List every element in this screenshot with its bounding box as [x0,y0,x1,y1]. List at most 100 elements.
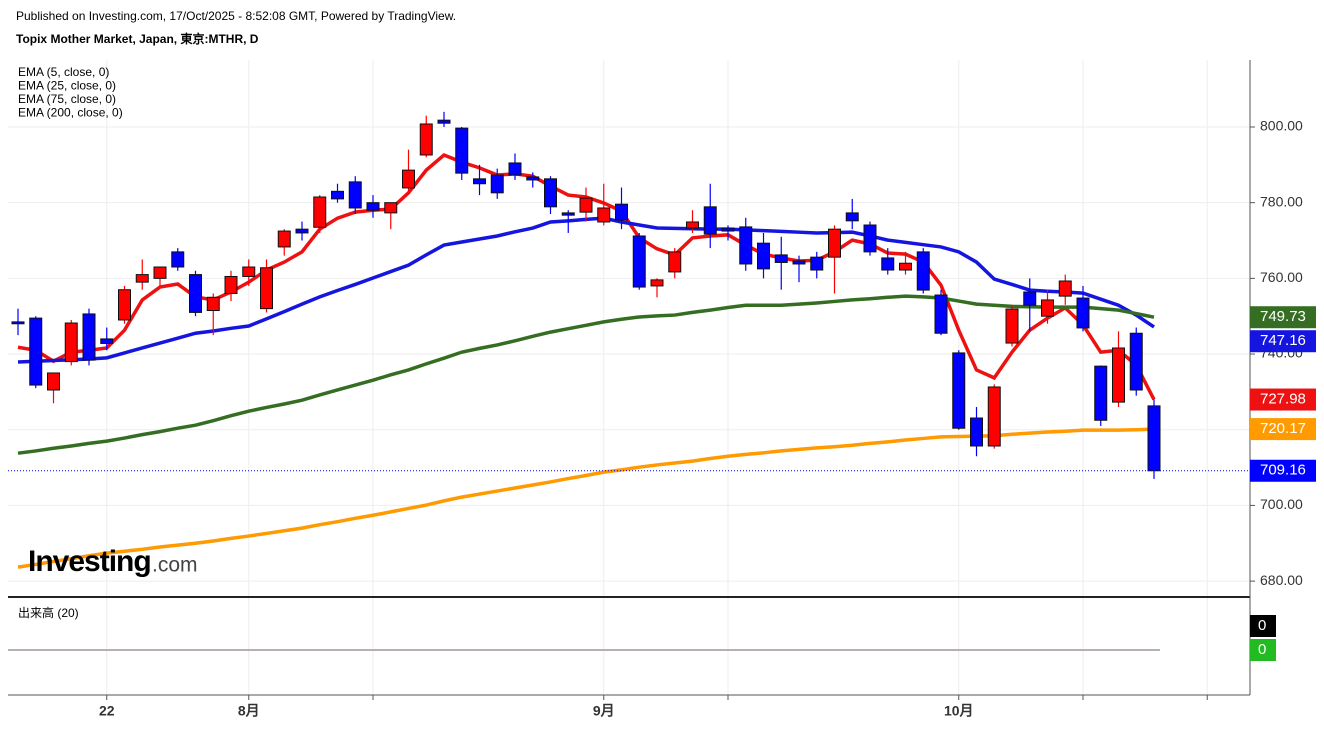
legend-entry: EMA (75, close, 0) [18,92,116,106]
candle-body [863,224,877,253]
candle-body [952,352,966,429]
published-note: Published on Investing.com, 17/Oct/2025 … [16,9,456,23]
symbol-title: Topix Mother Market, Japan, 東京:MTHR, D [16,31,259,46]
candle-body [135,274,149,283]
candle-body [526,176,540,181]
candle-body [242,266,256,277]
candle-body [11,321,25,325]
watermark-brand: Investing [28,545,151,578]
price-label-box [1250,306,1316,329]
candle-body [668,251,682,273]
price-label-box [1250,330,1316,353]
candle-body [1041,299,1054,317]
candle-body [419,123,433,156]
candle-body [331,190,344,200]
candle-body [774,254,788,263]
candle-body [1129,332,1143,391]
candle-body [47,372,60,391]
candle-body [437,119,451,124]
legend-entry: EMA (25, close, 0) [18,79,116,93]
y-tick-label: 780.00 [1260,193,1303,209]
candle-body [544,178,557,208]
plot-area [8,60,1250,695]
legend-entry: EMA (5, close, 0) [18,65,109,79]
candle-body [277,230,291,248]
candle-body [845,212,859,222]
candle-body [1023,291,1037,306]
candle-body [650,279,664,287]
candle-body [579,197,593,213]
candle-body [473,178,486,185]
candle-body [757,242,770,270]
candle-body [899,262,912,271]
price-label: 747.16 [1260,332,1306,349]
candle-body [313,196,327,228]
volume-label-box [1250,615,1276,637]
y-tick-label: 800.00 [1260,118,1303,134]
candle-body [100,338,114,344]
candle-body [615,203,628,221]
candle-body [1147,405,1161,472]
price-label-box [1250,418,1316,441]
watermark-suffix: .com [152,554,198,577]
candle-body [206,296,220,312]
candle-body [686,221,699,229]
candle-body [455,127,469,174]
candle-body [1094,365,1108,421]
price-label: 709.16 [1260,462,1306,479]
candle-body [561,212,575,216]
y-tick-label: 700.00 [1260,496,1303,512]
candle-body [402,169,415,189]
legend-entry: EMA (200, close, 0) [18,106,123,120]
candle-body [703,206,717,235]
ema-line [17,294,1155,455]
candle-body [384,202,398,214]
candle-body [1112,347,1125,403]
ema-line [17,427,1155,569]
candle-body [260,267,273,310]
candle-body [348,181,362,209]
candle-body [828,228,841,258]
candle-body [810,256,824,271]
volume-label: 0 [1258,641,1266,658]
price-label: 749.73 [1260,308,1306,325]
y-tick-label: 680.00 [1260,572,1303,588]
candle-body [82,313,96,361]
candle-body [970,417,983,447]
candle-body [189,274,202,313]
volume-title: 出来高 (20) [18,605,79,620]
price-label-box [1250,388,1316,411]
candle-body [29,317,43,386]
candle-body [934,294,948,334]
candle-body [366,202,380,211]
candle-body [881,257,895,271]
candle-body [721,227,735,232]
volume-label-box [1250,639,1276,661]
candle-body [171,251,185,268]
candle-body [739,226,753,265]
candle-body [1005,308,1019,344]
candle-body [508,162,522,176]
candle-body [597,207,611,223]
x-tick-label: 22 [99,703,115,719]
price-label-box [1250,459,1316,482]
candle-body [118,289,131,321]
candle-body [490,174,504,194]
candle-body [792,260,806,265]
candle-body [295,228,309,234]
x-tick-label: 10月 [944,703,974,719]
y-tick-label: 760.00 [1260,269,1303,285]
x-tick-label: 8月 [238,703,260,719]
candle-body [224,275,238,294]
candle-body [916,251,930,291]
candle-body [987,386,1001,447]
price-label: 727.98 [1260,391,1306,408]
candle-body [153,266,167,279]
candle-body [1076,297,1090,329]
x-tick-label: 9月 [593,703,615,719]
candle-body [64,322,78,363]
candle-body [632,235,646,288]
candle-body [1058,280,1072,297]
price-label: 720.17 [1260,420,1306,437]
